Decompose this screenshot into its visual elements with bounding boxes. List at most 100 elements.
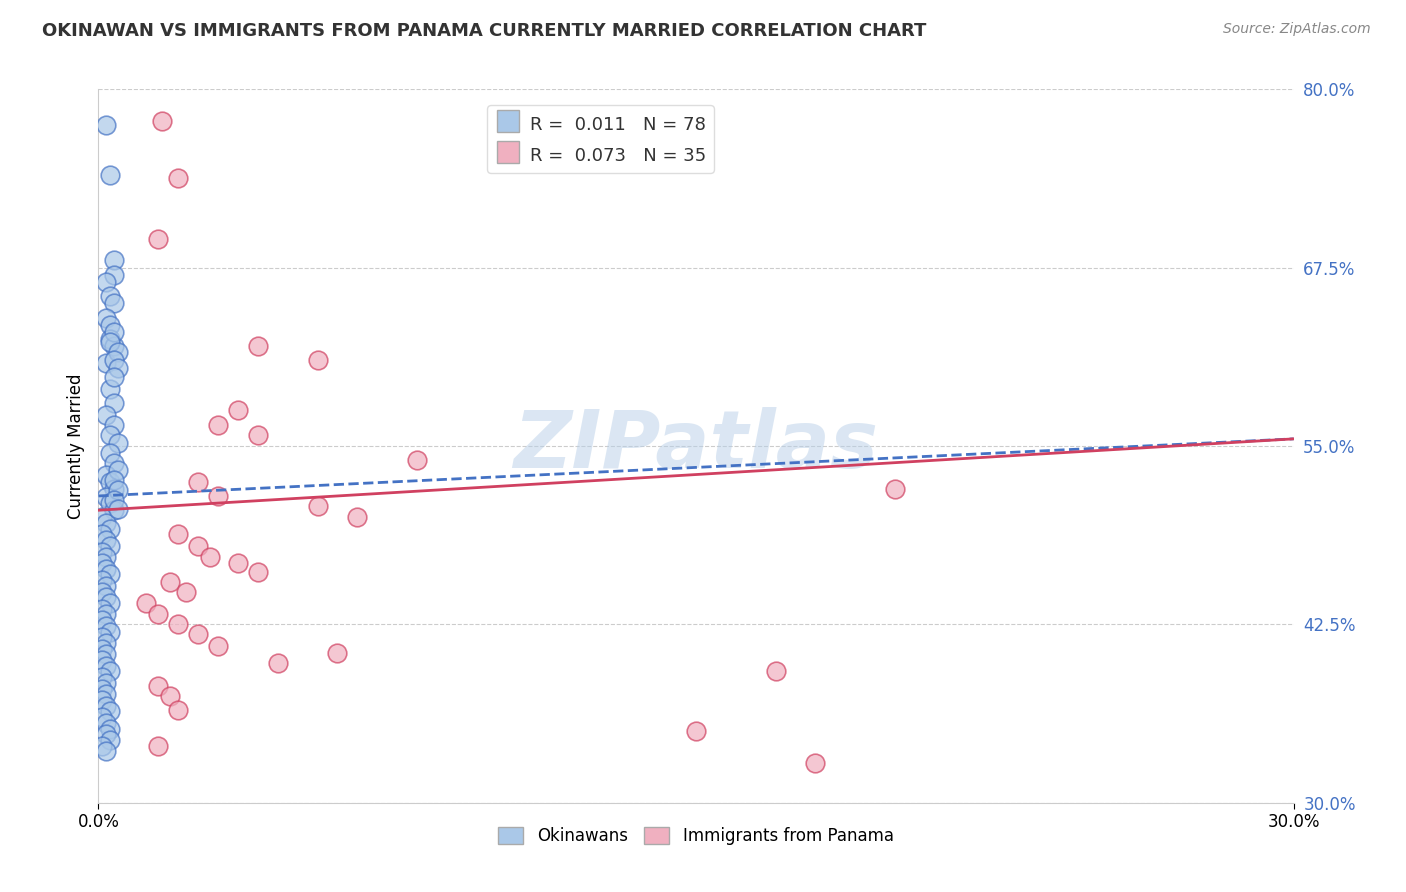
Text: ZIPatlas: ZIPatlas — [513, 407, 879, 485]
Point — [91, 693, 114, 707]
Point — [91, 710, 114, 724]
Point — [98, 318, 122, 332]
Point — [198, 550, 221, 565]
Point — [346, 510, 368, 524]
Point — [98, 427, 122, 442]
Point — [91, 630, 114, 644]
Point — [148, 232, 170, 246]
Point — [96, 698, 118, 713]
Point — [96, 118, 118, 132]
Point — [107, 501, 129, 516]
Point — [307, 353, 329, 368]
Point — [98, 596, 122, 610]
Point — [98, 665, 122, 679]
Point — [96, 658, 118, 673]
Point — [187, 475, 209, 489]
Point — [148, 739, 170, 753]
Point — [103, 268, 125, 282]
Point — [406, 453, 429, 467]
Point — [98, 332, 122, 346]
Point — [103, 473, 125, 487]
Point — [103, 296, 125, 310]
Point — [96, 408, 118, 422]
Point — [96, 275, 118, 289]
Point — [96, 619, 118, 633]
Point — [103, 325, 125, 339]
Point — [884, 482, 907, 496]
Point — [103, 370, 125, 384]
Point — [135, 596, 157, 610]
Point — [148, 607, 170, 622]
Point — [96, 727, 118, 741]
Legend: Okinawans, Immigrants from Panama: Okinawans, Immigrants from Panama — [492, 820, 900, 852]
Point — [91, 739, 114, 753]
Point — [103, 417, 125, 432]
Text: Source: ZipAtlas.com: Source: ZipAtlas.com — [1223, 22, 1371, 37]
Point — [91, 670, 114, 684]
Point — [96, 467, 118, 482]
Point — [207, 489, 229, 503]
Point — [96, 310, 118, 325]
Point — [307, 499, 329, 513]
Point — [226, 556, 249, 570]
Point — [91, 556, 114, 570]
Point — [167, 703, 190, 717]
Point — [187, 627, 209, 641]
Point — [98, 334, 122, 349]
Point — [98, 168, 122, 182]
Point — [103, 339, 125, 353]
Point — [107, 360, 129, 375]
Point — [96, 591, 118, 605]
Point — [91, 573, 114, 587]
Point — [91, 653, 114, 667]
Point — [96, 687, 118, 701]
Point — [103, 396, 125, 410]
Point — [96, 491, 118, 505]
Point — [150, 113, 173, 128]
Point — [91, 613, 114, 627]
Point — [96, 516, 118, 530]
Point — [107, 436, 129, 450]
Point — [326, 646, 349, 660]
Point — [98, 539, 122, 553]
Point — [91, 584, 114, 599]
Point — [98, 475, 122, 489]
Point — [167, 527, 190, 541]
Point — [91, 510, 114, 524]
Point — [103, 456, 125, 470]
Point — [103, 503, 125, 517]
Point — [91, 527, 114, 541]
Point — [226, 403, 249, 417]
Point — [103, 493, 125, 508]
Point — [96, 579, 118, 593]
Point — [107, 483, 129, 498]
Point — [107, 344, 129, 359]
Point — [685, 724, 707, 739]
Point — [96, 607, 118, 622]
Point — [103, 253, 125, 268]
Point — [91, 681, 114, 696]
Point — [174, 584, 197, 599]
Point — [96, 562, 118, 576]
Point — [91, 641, 114, 656]
Point — [98, 446, 122, 460]
Point — [96, 676, 118, 690]
Point — [103, 353, 125, 368]
Point — [98, 496, 122, 510]
Point — [98, 289, 122, 303]
Point — [246, 339, 269, 353]
Y-axis label: Currently Married: Currently Married — [66, 373, 84, 519]
Point — [804, 756, 827, 770]
Point — [246, 565, 269, 579]
Point — [96, 533, 118, 548]
Point — [96, 715, 118, 730]
Point — [148, 679, 170, 693]
Point — [98, 522, 122, 536]
Point — [96, 636, 118, 650]
Point — [98, 722, 122, 736]
Point — [96, 648, 118, 662]
Point — [159, 689, 181, 703]
Point — [207, 639, 229, 653]
Point — [246, 427, 269, 442]
Point — [91, 601, 114, 615]
